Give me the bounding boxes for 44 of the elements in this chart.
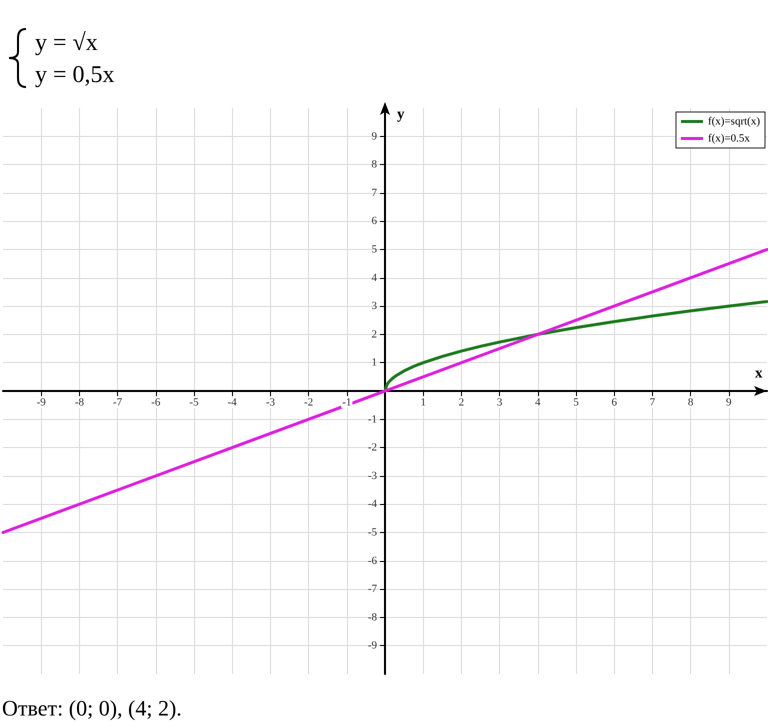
y-tick-label: 2 (372, 328, 377, 340)
x-tick-label: -3 (266, 396, 276, 408)
y-tick-label: 8 (372, 158, 378, 171)
x-tick-label: -8 (74, 396, 84, 408)
x-tick-label: -1 (342, 396, 352, 408)
y-tick-label: -8 (368, 611, 378, 624)
x-tick-label: 9 (726, 396, 732, 408)
x-tick-label: 3 (496, 396, 503, 408)
y-tick-label: -6 (368, 554, 378, 567)
y-tick-label: -2 (368, 442, 377, 454)
x-tick-label: 8 (688, 396, 694, 408)
x-tick-label: -2 (304, 396, 314, 408)
y-tick-label: 4 (372, 272, 378, 284)
legend-label: f(x)=sqrt(x) (708, 116, 760, 128)
y-tick-label: 7 (372, 186, 378, 199)
y-tick-label: -5 (368, 526, 378, 538)
chart-title: y = √x (35, 30, 98, 56)
y-tick-label: -4 (368, 498, 378, 510)
x-tick-label: 2 (458, 396, 464, 408)
x-tick-label: -6 (151, 396, 161, 408)
line-series (384, 300, 768, 392)
x-tick-label: 1 (420, 396, 426, 408)
x-tick-label: -5 (189, 396, 200, 408)
x-tick-label: 4 (535, 396, 542, 408)
y-axis-title: y (397, 106, 405, 122)
y-tick-label: -7 (368, 583, 378, 596)
chart-subtitle: y = 0,5x (35, 62, 115, 88)
x-tick-label: 5 (573, 396, 580, 408)
x-tick-label: -4 (228, 396, 238, 408)
y-tick-label: 9 (372, 130, 378, 142)
y-tick-label: 1 (372, 356, 377, 369)
x-tick-label: -9 (36, 396, 46, 408)
x-axis-title: x (755, 366, 763, 382)
y-tick-label: -9 (368, 640, 378, 652)
y-tick-label: 3 (372, 300, 378, 312)
y-tick-label: -1 (368, 413, 377, 426)
legend-label: f(x)=0.5x (708, 132, 750, 144)
text: Ответ: (0; 0), (4; 2). (2, 696, 182, 720)
x-tick-label: 7 (650, 396, 656, 408)
y-tick-label: 5 (372, 244, 378, 256)
x-tick-label: 6 (611, 396, 618, 408)
y-tick-label: 6 (372, 215, 378, 228)
x-tick-label: -7 (113, 396, 123, 408)
y-tick-label: -3 (368, 470, 378, 482)
